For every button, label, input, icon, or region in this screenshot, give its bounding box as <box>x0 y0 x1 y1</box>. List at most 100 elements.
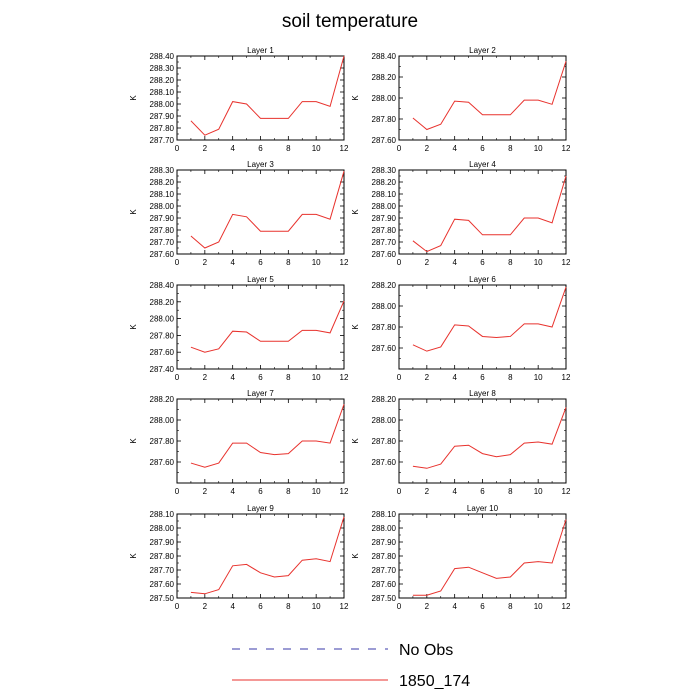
y-tick-label: 288.00 <box>150 416 175 425</box>
y-tick-label: 288.10 <box>372 190 397 199</box>
x-tick-label: 12 <box>562 144 571 153</box>
x-tick-label: 2 <box>203 373 208 382</box>
x-tick-label: 12 <box>562 258 571 267</box>
x-tick-label: 10 <box>534 487 543 496</box>
y-tick-label: 288.20 <box>150 76 175 85</box>
y-axis-label: K <box>129 209 138 215</box>
y-tick-label: 288.40 <box>372 52 397 61</box>
x-tick-label: 2 <box>425 373 430 382</box>
y-tick-label: 287.60 <box>150 348 175 357</box>
legend-label-1850-174: 1850_174 <box>399 673 470 690</box>
x-tick-label: 2 <box>203 258 208 267</box>
x-tick-label: 2 <box>425 258 430 267</box>
panel-layer-1: Layer 1K287.70287.80287.90288.00288.1028… <box>129 46 349 153</box>
x-tick-label: 12 <box>340 487 349 496</box>
x-tick-label: 8 <box>508 258 513 267</box>
y-tick-label: 287.90 <box>372 214 397 223</box>
x-tick-label: 4 <box>452 487 457 496</box>
x-tick-label: 4 <box>452 144 457 153</box>
series-line-1850-174 <box>190 171 345 249</box>
y-tick-label: 288.00 <box>372 416 397 425</box>
y-tick-label: 287.80 <box>372 437 397 446</box>
panel-title: Layer 3 <box>247 160 274 169</box>
x-tick-label: 6 <box>258 487 263 496</box>
y-tick-label: 288.20 <box>372 395 397 404</box>
panel-layer-2: Layer 2 K 287.60 287.80 288.00 288.20 288.40 0 2… <box>351 46 571 153</box>
panel-layer-9: Layer 9K287.50287.60287.70287.80287.9028… <box>129 504 349 611</box>
x-tick-label: 0 <box>175 602 180 611</box>
y-tick-label: 287.80 <box>372 115 397 124</box>
y-tick-label: 287.80 <box>150 124 175 133</box>
panel-title: Layer 6 <box>469 275 496 284</box>
y-tick-label: 287.70 <box>150 566 175 575</box>
x-tick-label: 0 <box>397 258 402 267</box>
plot-frame <box>398 169 567 255</box>
series-line-1850-174 <box>190 300 345 353</box>
y-tick-label: 288.20 <box>372 281 397 290</box>
x-tick-label: 2 <box>203 144 208 153</box>
x-tick-label: 2 <box>425 487 430 496</box>
x-tick-label: 12 <box>562 373 571 382</box>
y-tick-label: 287.60 <box>150 458 175 467</box>
y-axis-label: K <box>351 324 360 330</box>
x-tick-label: 8 <box>286 144 291 153</box>
y-tick-label: 287.90 <box>150 538 175 547</box>
y-tick-label: 287.60 <box>150 580 175 589</box>
y-axis-label: K <box>129 95 138 101</box>
y-tick-label: 288.00 <box>150 315 175 324</box>
y-tick-label: 288.30 <box>372 166 397 175</box>
y-tick-label: 288.10 <box>150 510 175 519</box>
series-line-1850-174 <box>412 175 567 253</box>
legend: No Obs 1850_174 <box>232 642 470 690</box>
panel-layer-4: Layer 4K287.60287.70287.80287.90288.0028… <box>351 160 571 267</box>
y-tick-label: 287.80 <box>372 323 397 332</box>
x-tick-label: 8 <box>508 602 513 611</box>
panel-title: Layer 4 <box>469 160 496 169</box>
x-tick-label: 2 <box>425 602 430 611</box>
y-tick-label: 288.00 <box>150 524 175 533</box>
x-tick-label: 8 <box>508 487 513 496</box>
plot-frame <box>398 398 567 484</box>
figure-title: soil temperature <box>282 11 418 32</box>
y-axis-label: K <box>129 324 138 330</box>
plot-frame <box>398 513 567 599</box>
y-tick-label: 287.80 <box>150 331 175 340</box>
x-tick-label: 6 <box>258 373 263 382</box>
y-tick-label: 288.40 <box>150 281 175 290</box>
y-tick-label: 287.90 <box>150 214 175 223</box>
x-tick-label: 4 <box>230 487 235 496</box>
x-tick-label: 6 <box>480 258 485 267</box>
x-tick-label: 4 <box>452 258 457 267</box>
y-tick-label: 287.60 <box>372 250 397 259</box>
legend-label-no-obs: No Obs <box>399 642 453 659</box>
x-tick-label: 0 <box>175 487 180 496</box>
y-tick-label: 287.70 <box>150 238 175 247</box>
x-tick-label: 10 <box>312 602 321 611</box>
plot-frame <box>398 284 567 370</box>
y-tick-label: 288.00 <box>372 94 397 103</box>
x-tick-label: 0 <box>397 602 402 611</box>
x-tick-label: 8 <box>286 487 291 496</box>
x-tick-label: 4 <box>230 373 235 382</box>
y-tick-label: 288.10 <box>150 190 175 199</box>
panel-layer-5: Layer 5K287.40287.60287.80288.00288.2028… <box>129 275 349 382</box>
y-tick-label: 288.00 <box>150 202 175 211</box>
x-tick-label: 6 <box>480 144 485 153</box>
x-tick-label: 0 <box>397 373 402 382</box>
y-tick-label: 287.80 <box>150 437 175 446</box>
x-tick-label: 12 <box>340 602 349 611</box>
x-tick-label: 2 <box>203 602 208 611</box>
plot-frame <box>176 284 345 370</box>
y-tick-label: 287.70 <box>372 238 397 247</box>
x-tick-label: 6 <box>480 602 485 611</box>
x-tick-label: 12 <box>340 373 349 382</box>
series-line-1850-174 <box>412 61 567 131</box>
y-tick-label: 287.70 <box>372 566 397 575</box>
series-line-1850-174 <box>190 404 345 468</box>
x-tick-label: 12 <box>340 258 349 267</box>
panel-title: Layer 5 <box>247 275 274 284</box>
plot-frame <box>176 55 345 141</box>
y-tick-label: 288.30 <box>150 166 175 175</box>
x-tick-label: 8 <box>286 373 291 382</box>
panel-layer-10: Layer 10 K 287.50 287.60 287.70 287.80 287.90 2… <box>351 504 571 611</box>
